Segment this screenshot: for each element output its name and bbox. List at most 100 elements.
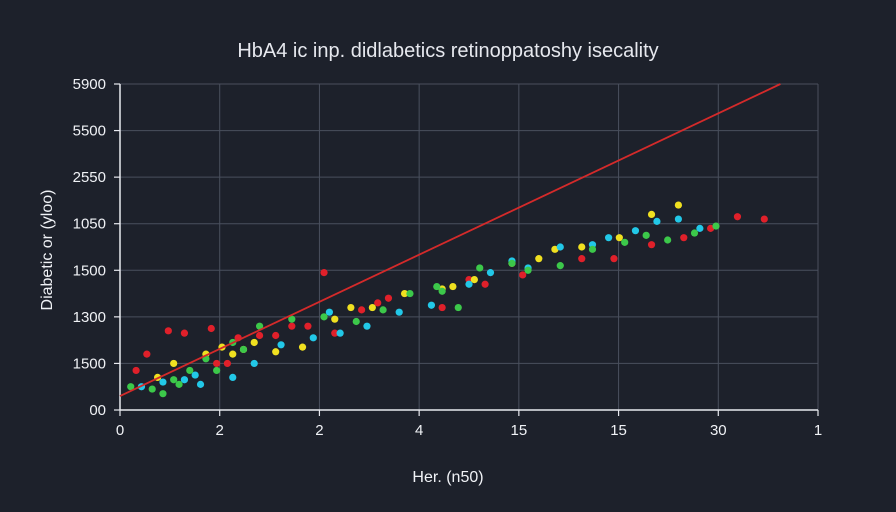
data-point-red (223, 359, 231, 368)
data-point-red (481, 280, 489, 288)
data-point-red (358, 306, 366, 314)
data-point-green (406, 289, 414, 298)
data-point-cyan (486, 269, 495, 277)
data-point-yellow (647, 210, 656, 218)
data-point-cyan (696, 224, 704, 232)
data-point-cyan (674, 215, 683, 223)
data-point-red (320, 269, 328, 277)
data-point-cyan (631, 227, 640, 235)
data-point-green (433, 282, 441, 291)
y-axis-label: Diabetic or (yloo) (39, 190, 56, 311)
data-point-red (132, 366, 140, 375)
data-point-yellow (535, 255, 543, 263)
data-point-green (352, 317, 360, 326)
data-point-cyan (336, 329, 344, 337)
data-point-red (760, 215, 768, 223)
data-point-red (610, 255, 618, 263)
x-tick-label: 15 (610, 422, 627, 439)
y-tick-label: 5900 (73, 76, 106, 93)
data-point-red (331, 329, 339, 337)
x-tick-label: 30 (710, 422, 727, 439)
data-point-red (578, 255, 586, 263)
data-point-cyan (556, 243, 564, 251)
data-point-yellow (170, 359, 178, 368)
data-point-yellow (229, 350, 237, 358)
data-point-yellow (331, 315, 339, 323)
data-point-green (642, 231, 650, 239)
y-tick-label: 1500 (73, 262, 106, 279)
data-point-red (519, 271, 527, 279)
data-point-cyan (325, 308, 333, 316)
data-point-red (164, 327, 172, 335)
y-tick-labels: 5900 5500 2550 1050 1500 1300 1500 00 (73, 76, 120, 419)
data-point-green (159, 390, 167, 398)
data-point-red (384, 294, 393, 302)
x-tick-label: 4 (415, 422, 423, 439)
data-point-green (288, 315, 296, 323)
data-point-green (588, 245, 597, 253)
data-point-green (454, 303, 462, 312)
data-point-yellow (400, 289, 409, 298)
x-tick-label: 2 (216, 422, 224, 439)
data-point-cyan (196, 380, 205, 388)
data-point-red (647, 241, 656, 249)
y-tick-label: 1500 (73, 355, 106, 372)
data-point-yellow (615, 234, 623, 242)
trendline-group (119, 83, 781, 397)
data-point-green (508, 259, 516, 267)
data-point-cyan (250, 359, 258, 368)
x-tick-label: 1 (814, 422, 822, 439)
data-point-red (180, 329, 189, 337)
data-points (127, 201, 768, 398)
data-point-green (690, 229, 699, 237)
trendline (119, 83, 781, 397)
data-point-yellow (470, 276, 478, 284)
data-point-red (680, 234, 688, 242)
data-point-green (476, 264, 484, 272)
data-point-cyan (363, 322, 371, 330)
x-tick-labels: 0 2 2 4 15 15 30 1 (116, 410, 822, 439)
data-point-red (707, 224, 715, 232)
data-point-yellow (551, 245, 559, 253)
data-point-green (712, 222, 720, 230)
data-point-cyan (277, 341, 285, 349)
data-point-red (438, 303, 446, 312)
data-point-green (239, 345, 248, 354)
data-point-yellow (250, 338, 258, 347)
data-point-yellow (298, 343, 307, 351)
y-tick-label: 1300 (73, 309, 106, 326)
data-point-green (186, 366, 194, 375)
data-point-yellow (449, 282, 457, 291)
data-point-red (143, 350, 151, 358)
x-tick-label: 15 (511, 422, 528, 439)
data-point-cyan (395, 308, 403, 316)
data-point-cyan (427, 301, 436, 309)
chart-title: HbA4 ic inp. didlabetics retinoppatoshy … (237, 40, 658, 62)
data-point-red (733, 213, 742, 221)
data-point-cyan (180, 376, 189, 384)
data-point-green (438, 287, 446, 295)
data-point-cyan (191, 371, 199, 379)
data-point-yellow (674, 201, 683, 209)
data-point-cyan (653, 217, 661, 225)
data-point-red (272, 331, 280, 340)
data-point-yellow (347, 303, 355, 312)
y-tick-label: 1050 (73, 216, 106, 233)
x-axis-label: Her. (n50) (412, 469, 483, 486)
y-tick-label: 00 (89, 402, 106, 419)
data-point-green (379, 306, 387, 314)
data-point-yellow (578, 243, 586, 251)
data-point-yellow (368, 303, 376, 312)
data-point-green (664, 236, 672, 244)
data-point-yellow (272, 348, 280, 356)
data-point-cyan (159, 378, 167, 386)
data-point-red (256, 331, 264, 340)
y-tick-label: 5500 (73, 123, 106, 140)
data-point-cyan (309, 334, 317, 342)
data-point-green (320, 313, 328, 321)
y-tick-label: 2550 (73, 169, 106, 186)
data-point-cyan (229, 373, 237, 381)
x-tick-label: 0 (116, 422, 124, 439)
